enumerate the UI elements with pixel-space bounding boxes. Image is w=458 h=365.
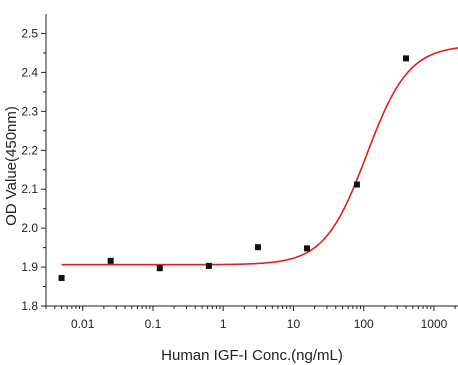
data-point (254, 244, 261, 251)
x-tick-label: 10 (287, 317, 301, 331)
data-point (156, 265, 163, 272)
y-tick-label: 1.9 (21, 260, 38, 274)
axes (45, 14, 458, 307)
fit-curve (61, 47, 458, 266)
x-tick-label: 1 (220, 317, 227, 331)
data-point (205, 262, 212, 269)
x-axis-ticks: 0.01 0.1 1 10 100 1000 (45, 306, 456, 331)
data-point (304, 245, 311, 252)
y-tick-label: 2.0 (21, 221, 38, 235)
y-tick-label: 2.4 (21, 65, 38, 79)
x-tick-label: 0.01 (71, 317, 95, 331)
data-point (353, 181, 360, 188)
x-tick-label: 0.1 (145, 317, 162, 331)
data-point (107, 257, 114, 264)
y-tick-label: 2.2 (21, 143, 38, 157)
y-tick-label: 2.3 (21, 104, 38, 118)
data-point (402, 55, 409, 62)
y-axis-ticks: 1.8 1.9 2.0 2.1 2.2 2.3 2.4 2.5 (21, 26, 46, 313)
y-tick-label: 2.5 (21, 26, 38, 40)
x-tick-label: 100 (354, 317, 374, 331)
y-tick-label: 2.1 (21, 182, 38, 196)
data-point (58, 274, 65, 281)
data-points (58, 55, 409, 281)
y-tick-label: 1.8 (21, 299, 38, 313)
x-axis-label: Human IGF-I Conc.(ng/mL) (161, 347, 343, 364)
y-axis-label: OD Value(450nm) (3, 106, 20, 226)
x-tick-label: 1000 (421, 317, 448, 331)
